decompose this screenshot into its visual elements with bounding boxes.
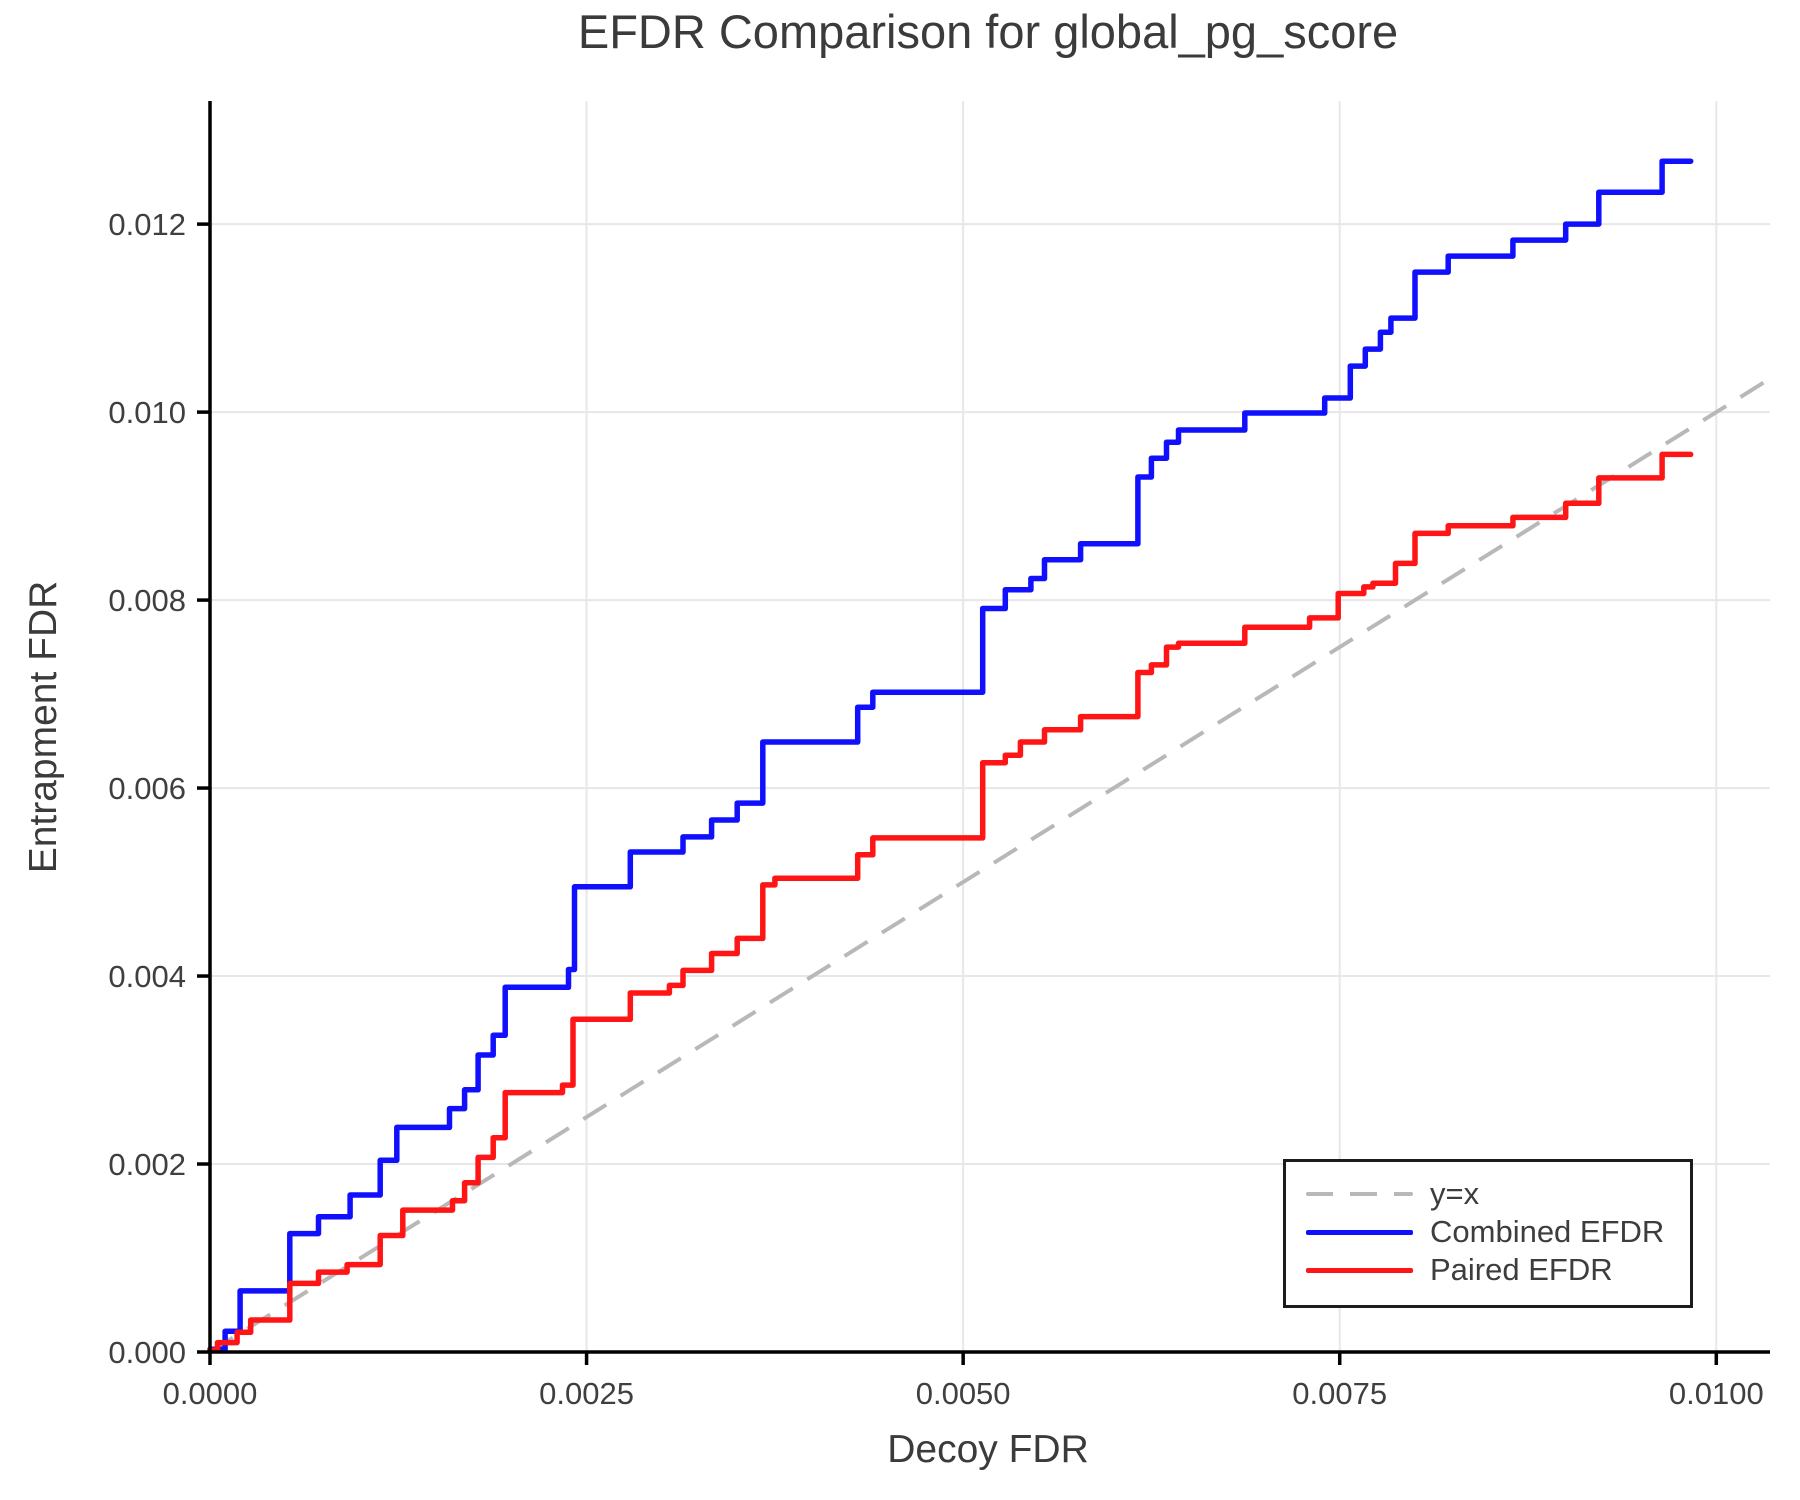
chart-title: EFDR Comparison for global_pg_score — [577, 5, 1399, 58]
legend-row-combined: Combined EFDR — [1306, 1213, 1690, 1251]
svg-text:0.008: 0.008 — [108, 583, 186, 618]
legend-row-paired: Paired EFDR — [1306, 1251, 1690, 1289]
legend-row-yx: y=x — [1306, 1175, 1690, 1213]
legend-label: Combined EFDR — [1430, 1214, 1665, 1249]
svg-text:0.002: 0.002 — [108, 1147, 186, 1182]
svg-text:0.006: 0.006 — [108, 771, 186, 806]
dashed-line-sample — [1306, 1192, 1413, 1196]
y-axis-label: Entrapment FDR — [22, 580, 65, 874]
svg-text:0.000: 0.000 — [108, 1335, 186, 1370]
svg-text:0.004: 0.004 — [108, 959, 186, 994]
svg-text:0.012: 0.012 — [108, 207, 186, 242]
svg-text:0.0025: 0.0025 — [539, 1376, 634, 1411]
legend-label: Paired EFDR — [1430, 1252, 1613, 1287]
svg-text:0.010: 0.010 — [108, 395, 186, 430]
legend: y=x Combined EFDR Paired EFDR — [1283, 1159, 1693, 1308]
svg-text:0.0075: 0.0075 — [1292, 1376, 1387, 1411]
blue-line-sample — [1306, 1229, 1413, 1235]
x-axis-label: Decoy FDR — [887, 1428, 1089, 1471]
red-line-sample — [1306, 1267, 1413, 1273]
svg-text:0.0000: 0.0000 — [163, 1376, 258, 1411]
legend-label: y=x — [1430, 1176, 1480, 1211]
svg-text:0.0050: 0.0050 — [916, 1376, 1011, 1411]
svg-text:0.0100: 0.0100 — [1669, 1376, 1764, 1411]
